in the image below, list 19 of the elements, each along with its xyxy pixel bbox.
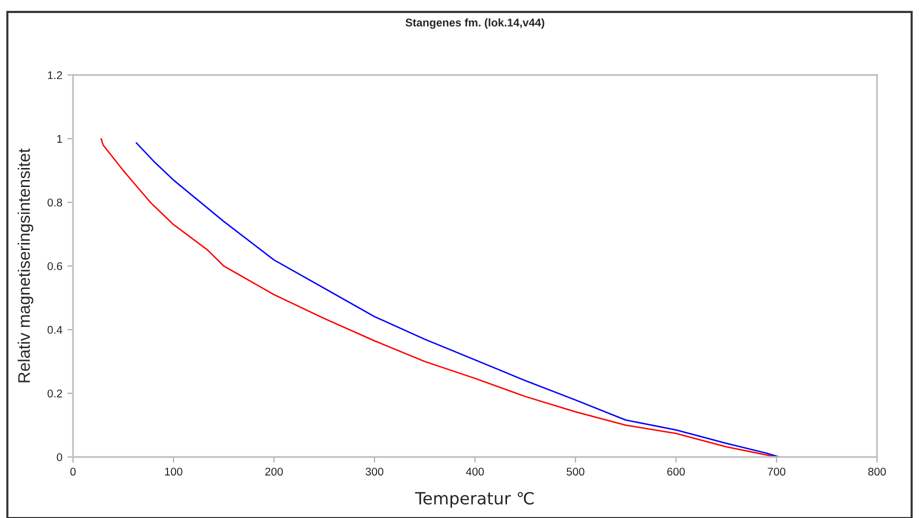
x-tick-label: 300: [366, 468, 384, 476]
x-tick-label: 100: [165, 468, 182, 476]
y-tick-label: 0: [56, 453, 62, 462]
x-tick-label: 500: [566, 468, 584, 476]
x-axis-title: Temperatur ℃: [415, 492, 534, 508]
y-tick-label: 0.4: [48, 326, 62, 334]
x-tick-label: 700: [768, 468, 786, 476]
y-axis-title: Relativ magnetiseringsintensitet: [18, 148, 34, 382]
y-tick-label: 1: [57, 135, 62, 143]
x-tick-label: 400: [466, 468, 484, 476]
x-tick-label: 200: [265, 468, 283, 476]
y-tick-label: 1.2: [48, 71, 62, 80]
y-tick-label: 0.2: [48, 390, 62, 398]
x-tick-label: 800: [868, 468, 886, 476]
x-tick-label: 600: [667, 468, 685, 476]
x-tick-label: 0: [70, 468, 76, 476]
y-tick-label: 0.6: [48, 262, 62, 270]
y-tick-label: 0.8: [48, 198, 62, 206]
chart-title: Stangenes fm. (lok.14,v44): [406, 18, 544, 29]
